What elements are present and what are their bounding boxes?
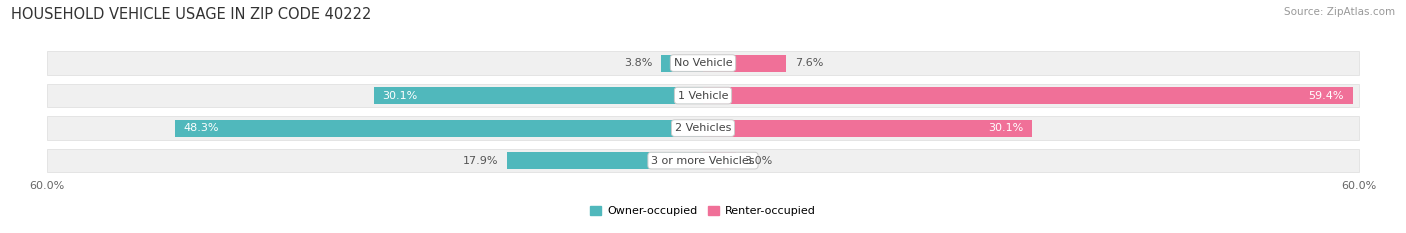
- Bar: [661, 55, 703, 72]
- Text: Source: ZipAtlas.com: Source: ZipAtlas.com: [1284, 7, 1395, 17]
- Text: 48.3%: 48.3%: [184, 123, 219, 133]
- Text: 3 or more Vehicles: 3 or more Vehicles: [651, 156, 755, 166]
- Bar: [703, 152, 735, 169]
- Text: 7.6%: 7.6%: [794, 58, 824, 68]
- Text: 3.0%: 3.0%: [745, 156, 773, 166]
- Bar: [703, 55, 786, 72]
- Text: 60.0%: 60.0%: [1341, 181, 1376, 191]
- Bar: [703, 120, 1032, 137]
- Bar: [46, 116, 1360, 140]
- Text: 30.1%: 30.1%: [382, 91, 418, 101]
- Text: 3.8%: 3.8%: [624, 58, 652, 68]
- Bar: [46, 84, 1360, 107]
- Bar: [46, 51, 1360, 75]
- Text: 17.9%: 17.9%: [463, 156, 499, 166]
- Bar: [508, 152, 703, 169]
- Text: 1 Vehicle: 1 Vehicle: [678, 91, 728, 101]
- Text: 59.4%: 59.4%: [1309, 91, 1344, 101]
- Text: 60.0%: 60.0%: [30, 181, 65, 191]
- Bar: [703, 87, 1353, 104]
- Bar: [46, 149, 1360, 172]
- Bar: [174, 120, 703, 137]
- Text: 2 Vehicles: 2 Vehicles: [675, 123, 731, 133]
- Text: No Vehicle: No Vehicle: [673, 58, 733, 68]
- Bar: [374, 87, 703, 104]
- Text: HOUSEHOLD VEHICLE USAGE IN ZIP CODE 40222: HOUSEHOLD VEHICLE USAGE IN ZIP CODE 4022…: [11, 7, 371, 22]
- Legend: Owner-occupied, Renter-occupied: Owner-occupied, Renter-occupied: [586, 202, 820, 221]
- Text: 30.1%: 30.1%: [988, 123, 1024, 133]
